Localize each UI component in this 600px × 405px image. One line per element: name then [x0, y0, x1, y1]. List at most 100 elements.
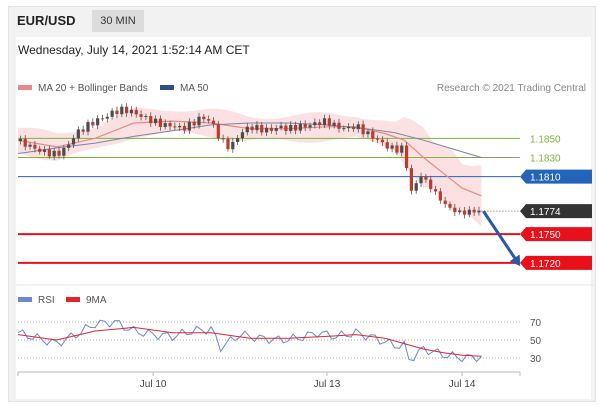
candle-body	[385, 142, 389, 149]
x-tick-label: Jul 10	[140, 379, 167, 390]
rsi-ma-legend-swatch	[66, 297, 80, 302]
rsi-tick-30: 30	[530, 354, 542, 365]
candle-body	[240, 132, 245, 139]
bollinger-band	[18, 107, 482, 227]
ma20-legend-label: MA 20 + Bollinger Bands	[38, 83, 148, 94]
candle-body	[187, 121, 191, 131]
candle-body	[120, 106, 124, 115]
candle-body	[67, 144, 71, 148]
ma50-legend-swatch	[160, 85, 174, 90]
x-tick-label: Jul 14	[449, 379, 476, 390]
candle-body	[308, 125, 312, 128]
candle-body	[322, 118, 327, 126]
candle-body	[458, 210, 462, 213]
candle-body	[462, 210, 467, 215]
candle-body	[438, 191, 442, 201]
candle-body	[327, 118, 331, 126]
candle-body	[125, 106, 129, 114]
rsi-tick-50: 50	[530, 336, 542, 347]
level-tag-1.1750	[520, 227, 592, 242]
candle-body	[443, 200, 447, 205]
level-label-1.1830: 1.1830	[530, 153, 561, 164]
candle-body	[472, 209, 476, 213]
rsi-line	[17, 319, 482, 363]
candle-body	[57, 150, 61, 156]
candle-body	[361, 124, 365, 135]
candle-body	[318, 122, 322, 126]
projection-arrow-head	[509, 254, 521, 267]
candle-body	[236, 138, 240, 142]
candle-body	[279, 125, 283, 128]
candle-body	[284, 125, 288, 131]
candle-body	[400, 145, 404, 153]
candle-body	[115, 110, 119, 115]
rsi-ma-line	[17, 326, 482, 357]
rsi-legend-swatch	[18, 297, 32, 302]
candle-body	[356, 124, 360, 130]
level-tag-1.1720	[520, 255, 592, 270]
candle-body	[23, 138, 27, 147]
candle-body	[414, 183, 418, 191]
candle-body	[105, 116, 109, 119]
candle-body	[52, 150, 56, 157]
level-label-1.1720: 1.1720	[530, 259, 561, 270]
candle-body	[139, 114, 143, 117]
candle-body	[351, 126, 356, 130]
candle-body	[18, 138, 23, 142]
candle-body	[371, 131, 375, 139]
candle-body	[260, 124, 264, 133]
candle-body	[38, 148, 42, 152]
candle-body	[245, 126, 249, 133]
candle-body	[231, 141, 235, 150]
ma50-line	[17, 122, 482, 158]
ma20-legend-swatch	[18, 85, 32, 90]
candle-body	[477, 210, 481, 213]
candle-body	[134, 109, 138, 115]
candle-body	[100, 118, 105, 120]
rsi-legend-label: RSI	[38, 295, 55, 306]
level-tag-1.1774	[520, 204, 592, 219]
candle-body	[158, 118, 162, 127]
candle-body	[33, 144, 37, 149]
candle-body	[144, 116, 148, 118]
candle-body	[129, 109, 134, 114]
candle-body	[226, 138, 230, 150]
candle-body	[182, 125, 187, 131]
candle-body	[76, 129, 80, 139]
candle-body	[221, 138, 225, 140]
candle-body	[366, 131, 370, 135]
candle-body	[424, 176, 428, 180]
timeframe-tab[interactable]: 30 MIN	[92, 10, 144, 32]
candle-body	[332, 122, 336, 126]
ma50-legend-label: MA 50	[180, 83, 209, 94]
candle-body	[47, 149, 51, 157]
candle-body	[96, 118, 100, 126]
candle-body	[467, 209, 471, 215]
candle-body	[149, 116, 153, 124]
candle-body	[419, 176, 423, 184]
candle-body	[86, 122, 90, 132]
candle-body	[303, 124, 307, 128]
chart-datetime: Wednesday, July 14, 2021 1:52:14 AM CET	[18, 43, 250, 57]
candle-body	[376, 138, 380, 140]
candle-body	[168, 123, 172, 127]
candle-body	[404, 145, 409, 169]
candle-body	[173, 126, 177, 128]
candle-body	[298, 124, 302, 131]
projection-arrow-shaft	[482, 210, 520, 264]
candle-body	[255, 124, 259, 131]
candle-body	[211, 120, 216, 124]
candle-body	[390, 145, 394, 149]
level-label-1.1750: 1.1750	[530, 230, 561, 241]
copyright-label: Research © 2021 Trading Central	[437, 83, 586, 94]
candle-body	[429, 179, 433, 190]
candle-body	[409, 168, 413, 191]
candle-body	[274, 127, 278, 131]
candle-body	[192, 121, 196, 126]
candle-body	[28, 144, 32, 147]
level-label-1.1850: 1.1850	[530, 134, 561, 145]
level-tag-1.1810	[520, 169, 592, 184]
candle-body	[347, 126, 351, 129]
level-label-1.1774: 1.1774	[530, 207, 561, 218]
